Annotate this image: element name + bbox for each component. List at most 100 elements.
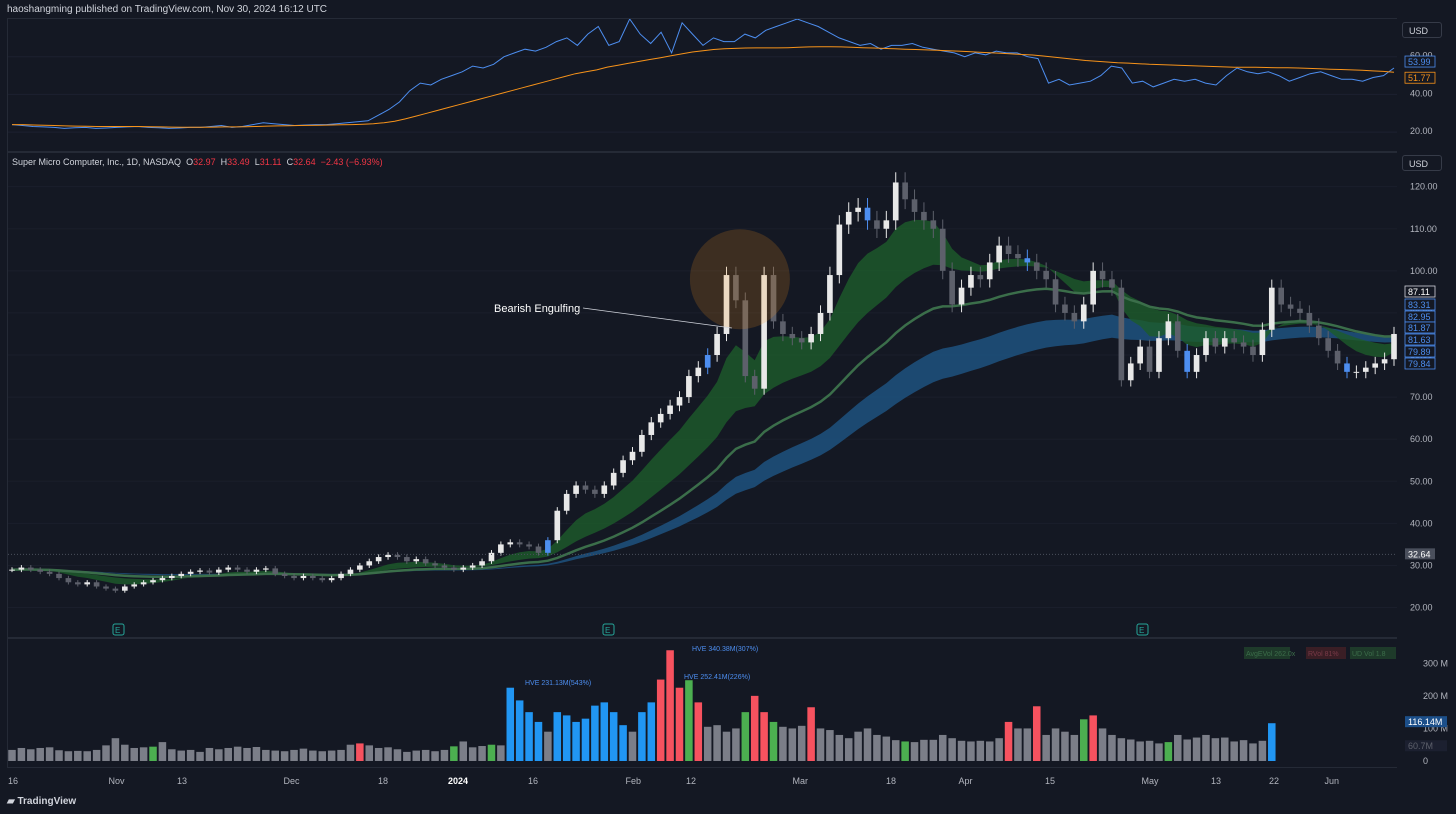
candle-body — [375, 557, 382, 562]
volume-bar — [863, 728, 872, 761]
volume-bar — [882, 736, 891, 761]
candle-body — [159, 578, 166, 581]
time-tick-label: 16 — [8, 776, 18, 786]
candle-body — [845, 211, 852, 225]
volume-bar — [506, 687, 515, 761]
time-tick-label: Dec — [284, 776, 301, 786]
volume-bar — [647, 702, 656, 761]
candle-body — [1268, 287, 1275, 330]
volume-bar — [55, 750, 63, 761]
candle-body — [563, 493, 570, 511]
volume-bar — [121, 744, 129, 761]
candle-body — [1137, 346, 1143, 364]
volume-bar — [74, 750, 82, 761]
candle-body — [1005, 245, 1012, 255]
volume-bar — [1249, 743, 1257, 761]
candle-body — [422, 559, 429, 564]
volume-bar — [1032, 706, 1041, 761]
time-tick-label: 13 — [177, 776, 187, 786]
candle-body — [1315, 325, 1322, 339]
candle-body — [121, 586, 128, 591]
candle-body — [319, 578, 326, 581]
candle-body — [1278, 287, 1285, 305]
candle-body — [1033, 262, 1040, 271]
candle-body — [883, 220, 890, 229]
volume-bar — [854, 731, 862, 761]
volume-bar — [478, 746, 486, 761]
volume-bar — [666, 650, 674, 761]
candle-body — [1062, 304, 1068, 313]
price-scale[interactable]: USD 120.00110.00100.0090.0080.0070.0060.… — [1397, 152, 1456, 638]
time-tick-label: Feb — [626, 776, 642, 786]
earnings-marker-label: E — [1139, 626, 1144, 635]
high-value: 33.49 — [227, 157, 250, 167]
volume-scale[interactable]: 300 M 200 M 100 M 0 116.14M 60.7M — [1397, 638, 1456, 768]
ema-band-green — [12, 219, 1394, 585]
price-tag-label: 87.11 — [1408, 287, 1430, 297]
candle-body — [827, 275, 833, 313]
volume-tick-label: 100 M — [1423, 723, 1448, 733]
time-tick-label: May — [1142, 776, 1160, 786]
candle-body — [1109, 279, 1115, 288]
time-axis[interactable]: 16 Nov 13 Dec 18 2024 16 Feb 12 Mar 18 Apr 15 May 13 22… — [0, 768, 1396, 790]
price-pane[interactable]: Bearish Engulfing E E E — [7, 152, 1398, 638]
candle-body — [874, 220, 880, 229]
earnings-marker-box — [112, 623, 125, 636]
candle-body — [272, 568, 279, 574]
candle-body — [911, 199, 918, 212]
candle-body — [1221, 338, 1228, 347]
volume-bar — [1061, 731, 1069, 761]
volume-legend-box — [1244, 647, 1290, 659]
candle-body — [592, 489, 598, 494]
volume-value-box — [1405, 740, 1447, 752]
price-tag-box — [1404, 285, 1436, 298]
candle-body — [310, 575, 316, 579]
candle-body — [37, 569, 44, 572]
price-tag-label: 82.95 — [1408, 312, 1431, 322]
change-value: −2.43 (−6.93%) — [320, 157, 383, 167]
volume-bar — [873, 734, 881, 761]
tradingview-logo: ▰ TradingView — [7, 796, 76, 807]
volume-bar — [515, 700, 524, 761]
volume-bar — [27, 749, 35, 761]
indicator-pane[interactable] — [7, 17, 1398, 152]
candle-body — [460, 567, 467, 570]
candle-body — [507, 542, 514, 545]
volume-bar — [948, 738, 956, 761]
volume-bar — [694, 702, 703, 761]
volume-bar — [713, 725, 721, 761]
candle-body — [817, 312, 824, 334]
volume-bar — [224, 747, 232, 761]
volume-bar — [985, 741, 994, 761]
candle-body — [93, 582, 100, 587]
indicator-value-tag — [1404, 71, 1436, 84]
volume-bar — [920, 739, 928, 761]
time-tick-label: 12 — [686, 776, 696, 786]
candle-body — [704, 355, 711, 368]
volume-bar — [384, 747, 392, 761]
volume-bar — [337, 749, 345, 761]
volume-bar — [1258, 740, 1267, 761]
candle-body — [441, 565, 448, 568]
candle-body — [432, 563, 438, 566]
candle-body — [601, 485, 608, 494]
candle-body — [629, 451, 636, 461]
currency-button-top[interactable]: USD — [1402, 22, 1442, 38]
time-tick-label: Apr — [959, 776, 973, 786]
price-tick-label: 30.00 — [1410, 560, 1433, 570]
earnings-marker-box — [1136, 623, 1149, 636]
volume-bar — [826, 730, 834, 761]
volume-pane[interactable]: HVE 231.13M(543%) HVE 340.38M(307%) HVE 25… — [7, 638, 1398, 768]
volume-bar — [1268, 723, 1276, 761]
volume-bar — [562, 715, 571, 761]
candle-body — [1240, 342, 1247, 347]
candle-body — [714, 333, 720, 356]
candle-body — [535, 546, 542, 553]
candle-body — [798, 338, 805, 343]
candle-body — [1381, 359, 1388, 364]
candle-body — [103, 586, 109, 589]
currency-button-price[interactable]: USD — [1402, 155, 1442, 171]
price-tick-label: 100.00 — [1410, 266, 1438, 276]
candle-body — [27, 567, 34, 570]
